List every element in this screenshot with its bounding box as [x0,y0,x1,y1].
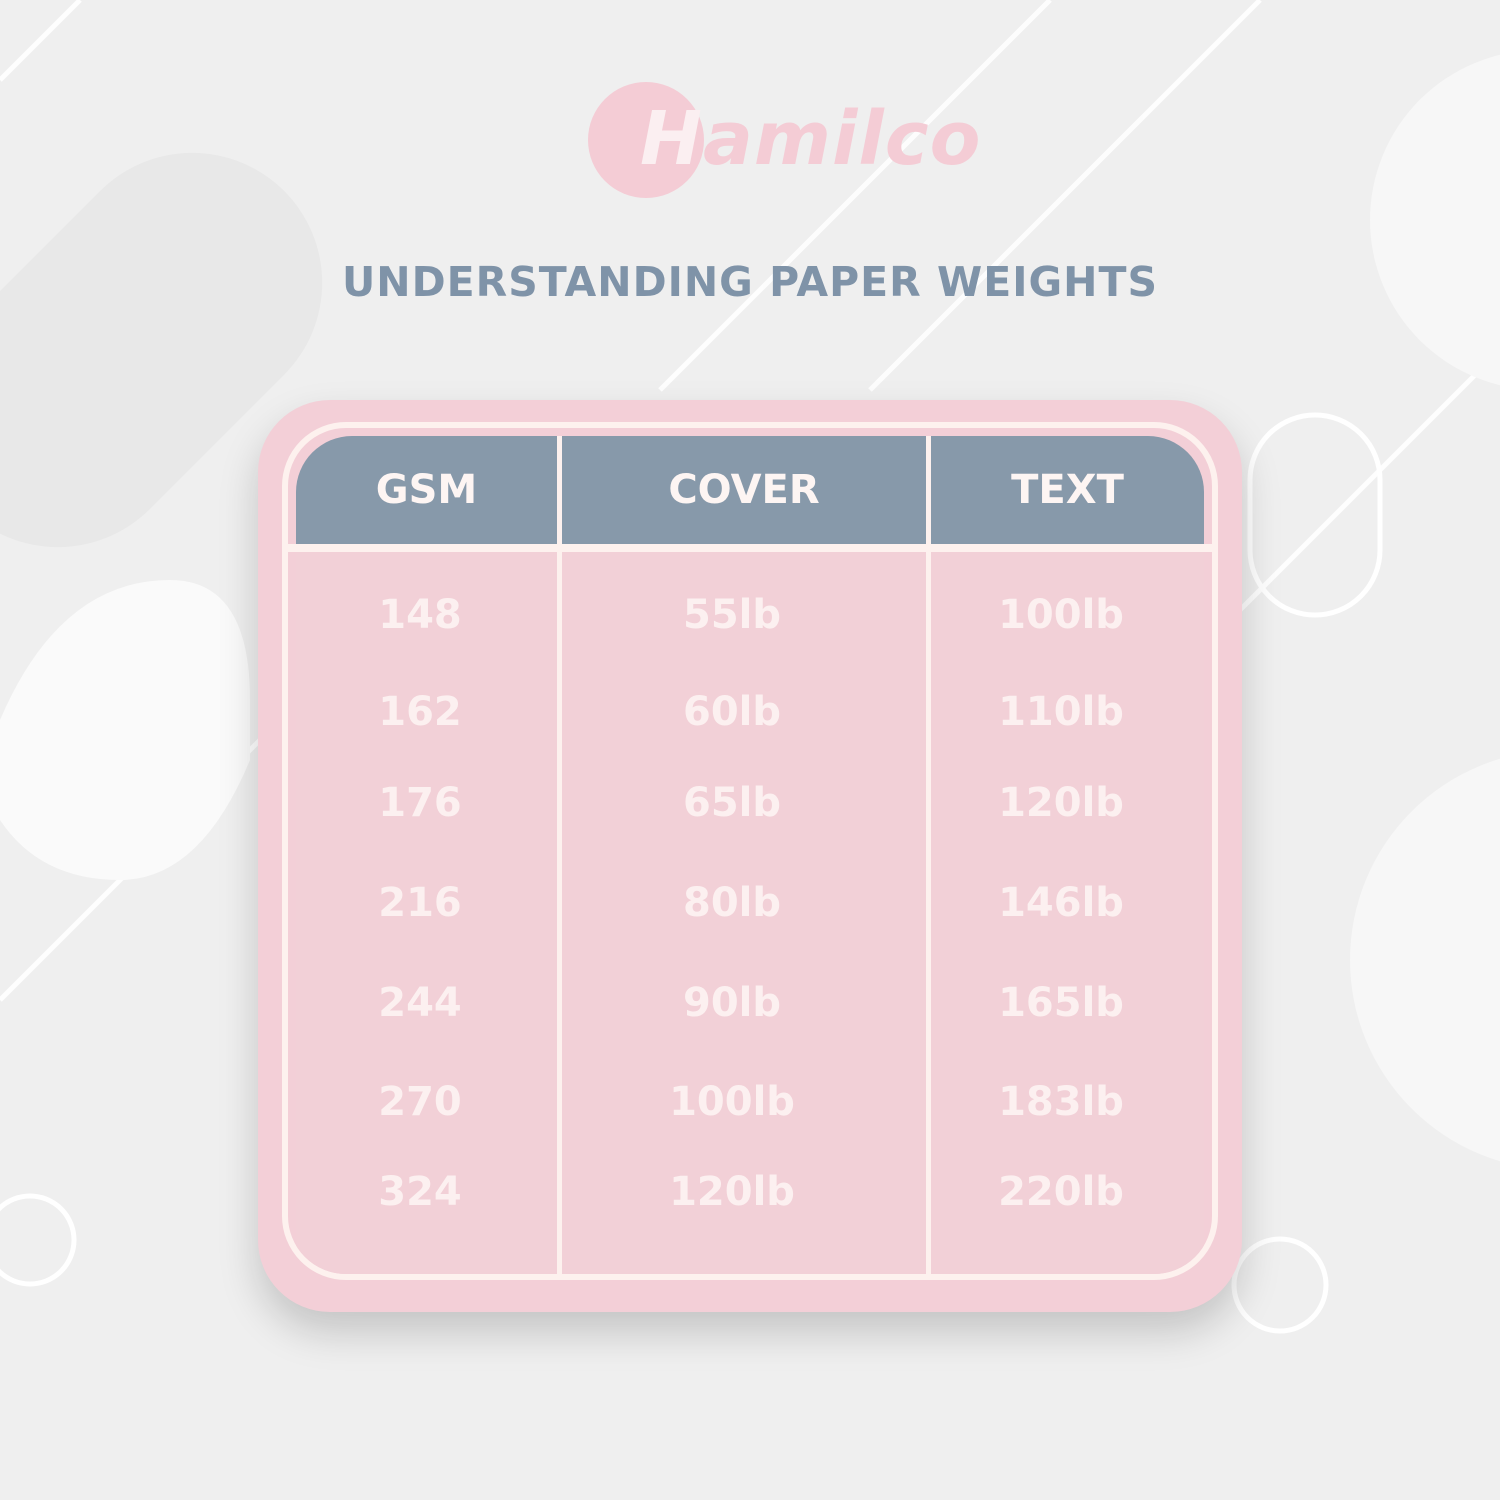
cell-text: 120lb [998,780,1124,826]
header-cover: COVER [562,436,926,544]
header-gsm: GSM [296,436,557,544]
cell-cover: 80lb [682,880,782,926]
cell-text: 146lb [998,880,1124,926]
cell-gsm: 176 [378,780,462,826]
cell-cover: 65lb [682,780,782,826]
cell-text: 100lb [998,592,1124,638]
logo-circle [588,82,704,198]
cell-gsm: 216 [378,880,462,926]
cell-gsm: 162 [378,689,462,735]
page-title: UNDERSTANDING PAPER WEIGHTS [342,258,1158,306]
cell-gsm: 324 [378,1169,462,1215]
cell-cover: 120lb [669,1169,795,1215]
column-text [931,552,1204,1274]
logo-wordmark: Hamilco [640,96,982,182]
cell-gsm: 148 [378,592,462,638]
column-divider [926,436,931,1274]
table-frame: GSM COVER TEXT 148 55lb 100lb 162 60lb 110lb 1… [282,422,1218,1280]
cell-text: 220lb [998,1169,1124,1215]
hamilco-logo: Hamilco [588,82,980,202]
cell-gsm: 270 [378,1079,462,1125]
cell-text: 110lb [998,689,1124,735]
cell-text: 183lb [998,1079,1124,1125]
header-text: TEXT [931,436,1204,544]
column-gsm [296,552,557,1274]
cell-cover: 90lb [682,980,782,1026]
cell-cover: 60lb [682,689,782,735]
cell-cover: 100lb [669,1079,795,1125]
cell-gsm: 244 [378,980,462,1026]
header-divider [288,544,1212,552]
column-cover [562,552,926,1274]
paper-weight-table: GSM COVER TEXT 148 55lb 100lb 162 60lb 110lb 1… [258,400,1242,1312]
column-divider [557,436,562,1274]
cell-cover: 55lb [682,592,782,638]
cell-text: 165lb [998,980,1124,1026]
